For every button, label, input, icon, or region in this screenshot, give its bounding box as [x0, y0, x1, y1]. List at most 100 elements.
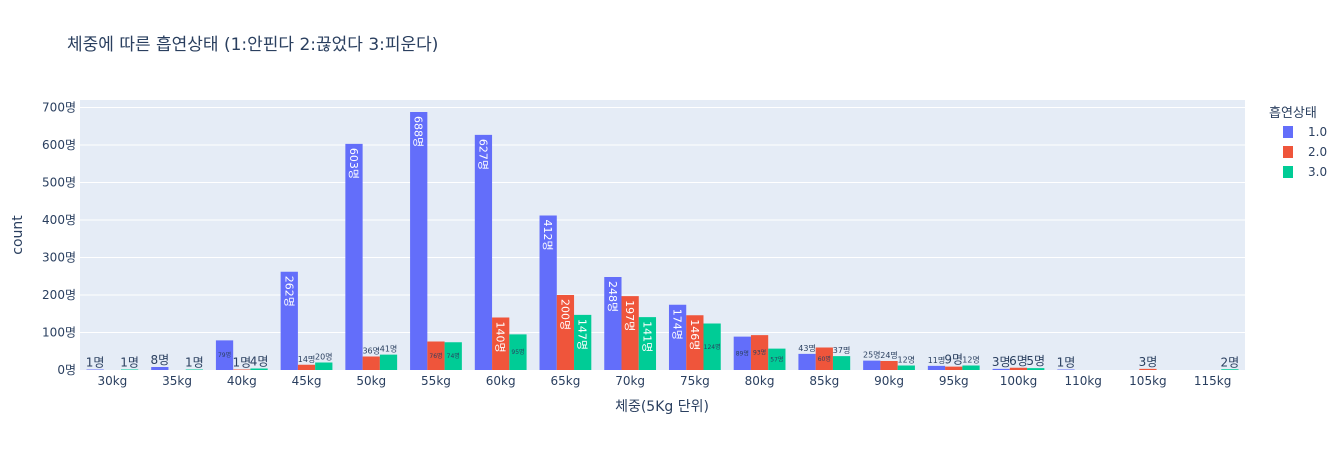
x-tick-label: 40kg [227, 374, 257, 388]
bar-value-label: 412명 [541, 220, 554, 251]
legend-item-label[interactable]: 1.0 [1308, 125, 1327, 139]
legend-swatch[interactable] [1283, 126, 1293, 138]
bar-value-label: 141명 [640, 321, 653, 352]
bar [815, 347, 833, 370]
bar [750, 335, 769, 370]
bar-value-label: 3명 [992, 355, 1011, 369]
bar [927, 365, 946, 370]
bar [539, 215, 557, 370]
x-tick-label: 100kg [1000, 374, 1037, 388]
x-tick-label: 80kg [745, 374, 775, 388]
bar [474, 134, 493, 370]
x-axis-title: 체중(5Kg 단위) [615, 399, 709, 415]
bar [945, 366, 963, 370]
bar [621, 296, 639, 370]
bar [638, 317, 657, 370]
x-tick-label: 60kg [486, 374, 516, 388]
bar-value-label: 1명 [1057, 356, 1076, 370]
bar [1139, 368, 1157, 370]
bar-value-label: 57명 [770, 355, 783, 363]
y-tick-label: 700명 [42, 101, 76, 115]
bar [444, 342, 462, 370]
y-axis-title: count [10, 215, 26, 255]
bar-value-label: 37명 [833, 345, 851, 355]
bar-value-label: 124명 [704, 343, 721, 351]
bar-value-label: 174명 [671, 309, 684, 340]
bar-value-label: 20명 [315, 352, 333, 362]
y-tick-label: 600명 [42, 138, 76, 152]
legend-swatch[interactable] [1283, 166, 1293, 178]
bar-value-label: 11명 [928, 355, 946, 365]
x-tick-label: 70kg [615, 374, 645, 388]
bar-value-label: 60명 [818, 355, 831, 363]
bar-value-label: 93명 [753, 349, 766, 357]
bar [703, 323, 721, 370]
bar-value-label: 627명 [476, 139, 489, 170]
bar [1027, 368, 1045, 370]
bar [863, 360, 881, 370]
x-tick-label: 50kg [356, 374, 386, 388]
bar [1221, 369, 1239, 370]
bar-value-label: 1명 [232, 356, 251, 370]
bar [880, 361, 898, 370]
bar-value-label: 140명 [494, 322, 507, 353]
legend-title: 흡연상태 [1269, 106, 1317, 121]
bar-value-label: 76명 [429, 352, 442, 360]
bar-value-label: 262명 [282, 276, 295, 307]
bar-value-label: 3명 [1139, 355, 1158, 369]
bar-value-label: 688명 [412, 116, 425, 147]
y-tick-label: 100명 [42, 326, 76, 340]
bar [315, 362, 333, 370]
bar [120, 369, 139, 370]
bar-value-label: 1명 [120, 356, 139, 370]
bar-value-label: 89명 [736, 349, 749, 357]
bar-value-label: 603명 [347, 148, 360, 179]
legend-item-label[interactable]: 2.0 [1308, 145, 1327, 159]
bar-value-label: 8명 [150, 353, 169, 367]
x-tick-label: 115kg [1194, 374, 1231, 388]
bar [345, 143, 363, 370]
bar [798, 353, 816, 370]
bar [733, 336, 751, 370]
x-tick-label: 65kg [550, 374, 580, 388]
legend-item-label[interactable]: 3.0 [1308, 165, 1327, 179]
bar-value-label: 41명 [380, 344, 398, 354]
bar-value-label: 95명 [511, 348, 524, 356]
x-tick-label: 75kg [680, 374, 710, 388]
bar-value-label: 146명 [688, 319, 701, 350]
bar [379, 354, 398, 370]
bar-value-label: 12명 [898, 355, 916, 365]
bar [297, 364, 316, 370]
bar [410, 112, 428, 370]
bar-value-label: 197명 [623, 300, 636, 331]
bar-value-label: 5명 [1026, 354, 1045, 368]
bar-value-label: 1명 [185, 356, 204, 370]
bar-value-label: 248명 [606, 281, 619, 312]
x-tick-label: 55kg [421, 374, 451, 388]
bar [1057, 369, 1075, 370]
x-tick-label: 45kg [292, 374, 322, 388]
y-tick-label: 500명 [42, 176, 76, 190]
bar [233, 369, 251, 370]
bar [556, 295, 575, 370]
bar [604, 277, 622, 370]
x-tick-label: 35kg [162, 374, 192, 388]
bar-value-label: 200명 [558, 299, 571, 330]
bar [668, 304, 687, 370]
bar-value-label: 147명 [576, 319, 589, 350]
x-tick-label: 110kg [1064, 374, 1101, 388]
bar [362, 356, 380, 370]
x-tick-label: 105kg [1129, 374, 1166, 388]
bar-value-label: 36명 [362, 346, 380, 356]
bar-value-label: 2명 [1221, 355, 1240, 369]
bar-value-label: 25명 [863, 350, 881, 360]
bar [250, 368, 268, 370]
bar-value-label: 14명 [298, 354, 316, 364]
bar [832, 356, 851, 370]
bar-value-label: 6명 [1009, 354, 1028, 368]
y-tick-label: 200명 [42, 288, 76, 302]
bar [686, 315, 704, 370]
bar [574, 314, 592, 370]
legend-swatch[interactable] [1283, 146, 1293, 158]
